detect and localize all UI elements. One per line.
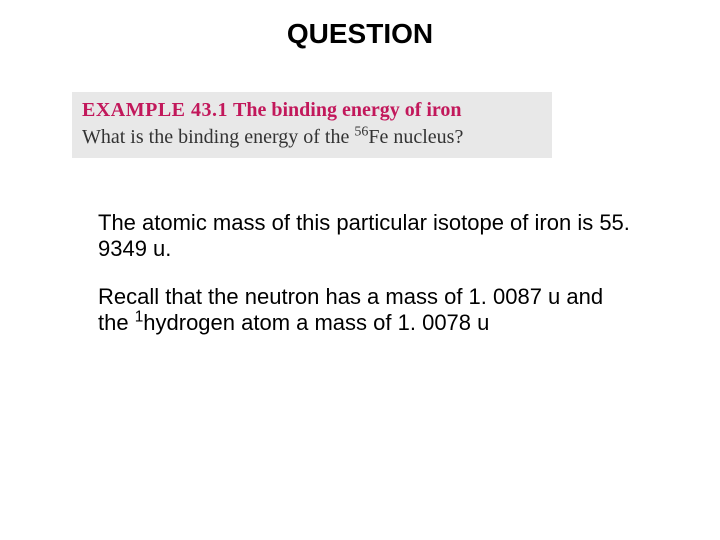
example-question-superscript: 56 [354, 124, 368, 139]
paragraph-2: Recall that the neutron has a mass of 1.… [98, 284, 638, 337]
example-question: What is the binding energy of the 56Fe n… [82, 125, 542, 150]
paragraph-2-suffix: hydrogen atom a mass of 1. 0078 u [143, 310, 489, 335]
example-header-line: EXAMPLE 43.1 The binding energy of iron [82, 98, 542, 123]
paragraph-2-superscript: 1 [135, 309, 144, 326]
example-label: EXAMPLE 43.1 [82, 99, 228, 121]
example-question-prefix: What is the binding energy of the [82, 126, 354, 148]
paragraph-1: The atomic mass of this particular isoto… [98, 210, 638, 263]
example-title: The binding energy of iron [233, 99, 462, 121]
slide-container: QUESTION EXAMPLE 43.1 The binding energy… [0, 0, 720, 540]
example-box: EXAMPLE 43.1 The binding energy of iron … [72, 92, 552, 158]
page-title: QUESTION [0, 18, 720, 50]
example-question-suffix: Fe nucleus? [368, 126, 463, 148]
